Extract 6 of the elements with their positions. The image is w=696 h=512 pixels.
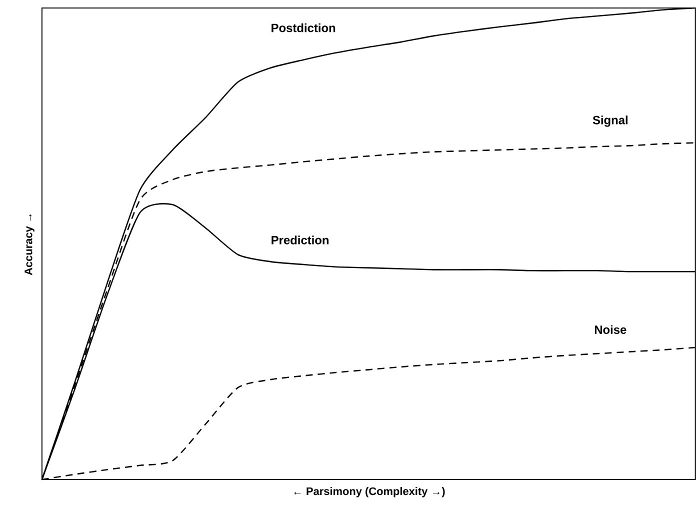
x-axis-title: ← Parsimony (Complexity →): [294, 487, 445, 498]
series-label: Signal: [592, 116, 628, 127]
series-label: Postdiction: [272, 24, 336, 32]
y-axis-title: Accuracy →: [24, 214, 34, 276]
series-label: Noise: [594, 325, 626, 334]
series-label: Prediction: [272, 236, 329, 245]
